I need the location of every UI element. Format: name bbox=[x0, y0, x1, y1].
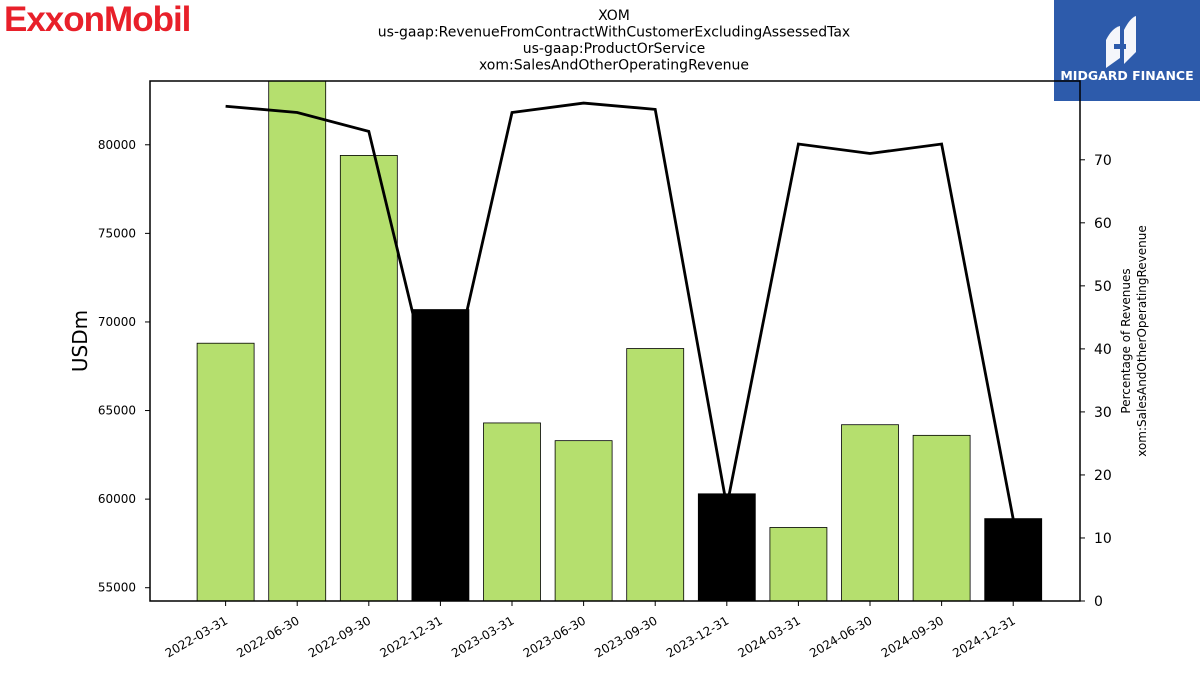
left-y-axis: 55000 60000 65000 70000 75000 80000 bbox=[98, 138, 150, 595]
y2-tick-label: 0 bbox=[1094, 594, 1103, 610]
x-axis: 2022-03-31 2022-06-30 2022-09-30 2022-12-31… bbox=[163, 601, 1018, 660]
y2-tick-label: 60 bbox=[1094, 216, 1112, 232]
x-tick-label: 2024-03-31 bbox=[736, 613, 803, 660]
x-tick-label: 2023-12-31 bbox=[664, 613, 731, 660]
bar bbox=[912, 434, 971, 602]
y2-axis-label-line: xom:SalesAndOtherOperatingRevenue bbox=[1135, 225, 1149, 457]
chart-title-line: us-gaap:ProductOrService bbox=[523, 41, 706, 57]
chart-title-line: xom:SalesAndOtherOperatingRevenue bbox=[479, 58, 749, 74]
y2-axis-label-line: Percentage of Revenues bbox=[1119, 268, 1133, 413]
percentage-line-series bbox=[225, 101, 1015, 520]
y2-tick-label: 30 bbox=[1094, 405, 1112, 421]
bar bbox=[841, 424, 899, 602]
bar bbox=[268, 80, 327, 602]
y-axis-label: USDm bbox=[68, 310, 92, 372]
y-tick-label: 80000 bbox=[98, 138, 136, 152]
bar bbox=[411, 309, 470, 602]
bar-series bbox=[196, 80, 1043, 602]
x-tick-label: 2023-03-31 bbox=[449, 613, 516, 660]
y-tick-label: 70000 bbox=[98, 315, 136, 329]
plot-frame bbox=[149, 80, 1081, 602]
midgard-finance-logo: MIDGARD FINANCE bbox=[1054, 0, 1200, 101]
y-tick-label: 75000 bbox=[98, 226, 136, 240]
right-y-axis: 0 10 20 30 40 50 60 70 bbox=[1080, 153, 1112, 610]
bar bbox=[196, 342, 255, 602]
bar bbox=[626, 348, 685, 602]
x-tick-label: 2022-12-31 bbox=[378, 613, 445, 660]
y2-tick-label: 70 bbox=[1094, 153, 1112, 169]
bar bbox=[769, 527, 828, 602]
chart-title-line: XOM bbox=[598, 8, 630, 24]
bar bbox=[483, 422, 541, 602]
chart-title-line: us-gaap:RevenueFromContractWithCustomerE… bbox=[378, 25, 850, 41]
x-tick-label: 2022-09-30 bbox=[306, 613, 373, 660]
y2-tick-label: 20 bbox=[1094, 468, 1112, 484]
percentage-line bbox=[225, 101, 1015, 520]
brand-name: MIDGARD FINANCE bbox=[1060, 68, 1194, 83]
bar bbox=[554, 440, 613, 602]
x-tick-label: 2023-09-30 bbox=[592, 613, 659, 660]
y2-tick-label: 50 bbox=[1094, 279, 1112, 295]
y2-axis-label: Percentage of Revenues xom:SalesAndOtherO… bbox=[1119, 225, 1149, 457]
x-tick-label: 2023-06-30 bbox=[521, 613, 588, 660]
x-tick-label: 2024-12-31 bbox=[950, 613, 1017, 660]
bar bbox=[339, 155, 398, 602]
chart-title: XOMus-gaap:RevenueFromContractWithCustom… bbox=[378, 8, 850, 74]
y2-tick-label: 10 bbox=[1094, 531, 1112, 547]
y-tick-label: 60000 bbox=[98, 492, 136, 506]
y-tick-label: 65000 bbox=[98, 404, 136, 418]
x-tick-label: 2024-06-30 bbox=[807, 613, 874, 660]
x-tick-label: 2022-06-30 bbox=[234, 613, 301, 660]
x-tick-label: 2022-03-31 bbox=[163, 613, 230, 660]
y-tick-label: 55000 bbox=[98, 581, 136, 595]
midgard-logo-icon bbox=[1106, 16, 1136, 68]
y2-tick-label: 40 bbox=[1094, 342, 1112, 358]
x-tick-label: 2024-09-30 bbox=[879, 613, 946, 660]
bar bbox=[697, 493, 756, 602]
exxonmobil-logo: ExxonMobil bbox=[4, 0, 191, 39]
bar bbox=[984, 518, 1043, 602]
